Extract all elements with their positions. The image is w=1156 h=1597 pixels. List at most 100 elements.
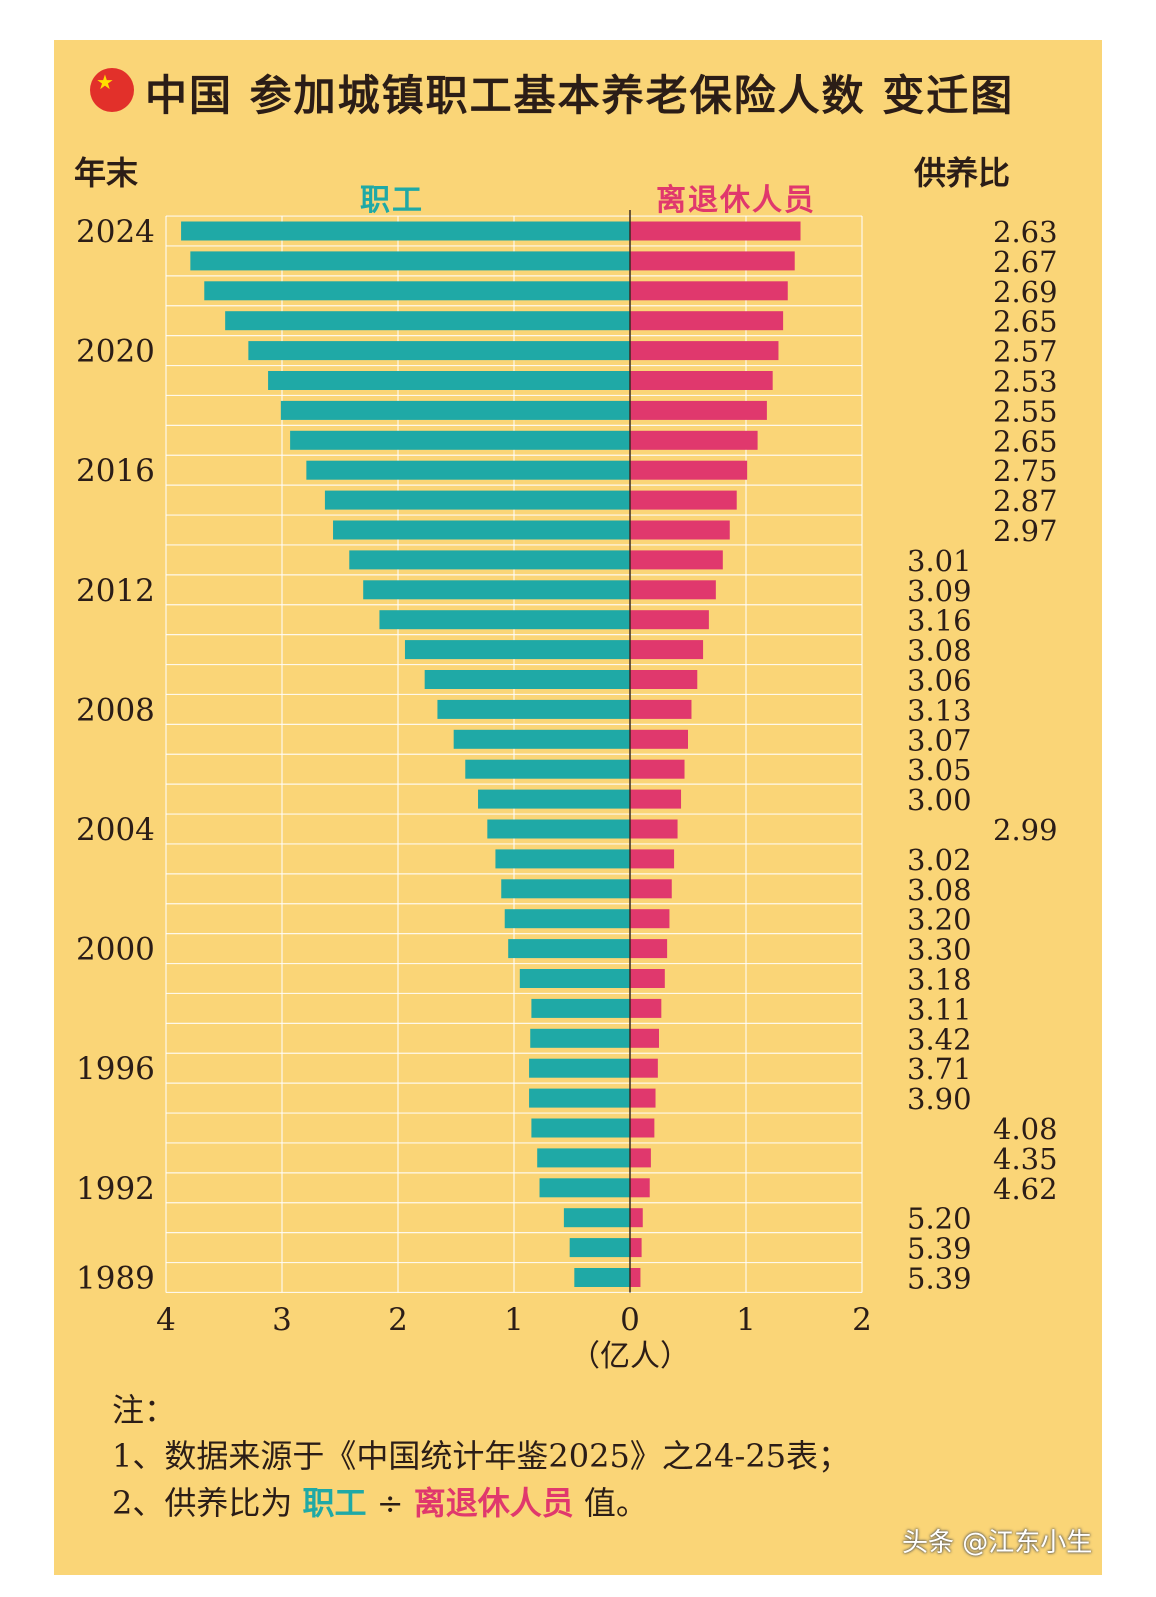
ratio-label-2011: 3.16 [907,604,972,638]
retirees-series-label: 离退休人员 [656,183,816,218]
workers-bar-2003 [495,849,630,869]
workers-bar-2008 [437,699,630,719]
retirees-bar-2013 [630,550,723,570]
workers-bar-2000 [508,939,630,959]
retirees-bar-1997 [630,1028,659,1048]
notes-heading: 注： [112,1391,177,1429]
workers-bar-2009 [424,670,630,689]
retirees-bar-1990 [630,1238,642,1258]
year-tick-label-2024: 2024 [76,214,155,250]
ratio-label-1994: 4.08 [993,1112,1058,1146]
year-tick-label-2020: 2020 [76,334,155,370]
ratio-label-1991: 5.20 [907,1202,972,1236]
ratio-label-2006: 3.05 [907,753,972,787]
year-column-header: 年末 [74,154,139,192]
ratio-label-2018: 2.55 [993,394,1058,428]
year-tick-label-1989: 1989 [76,1261,155,1297]
workers-bar-2005 [478,789,630,809]
retirees-bar-1996 [630,1058,658,1078]
ratio-label-2003: 3.02 [907,843,972,877]
ratio-label-2022: 2.69 [993,275,1058,309]
x-tick-label-left-3: 3 [272,1302,292,1338]
workers-bar-2022 [204,281,630,301]
note-divide-symbol: ÷ [376,1484,404,1522]
retirees-bar-1998 [630,998,662,1018]
ratio-label-1997: 3.42 [907,1022,972,1056]
retirees-bar-2009 [630,670,698,689]
workers-bar-2019 [268,371,630,390]
year-tick-label-1992: 1992 [76,1171,155,1207]
ratio-label-2005: 3.00 [907,783,972,817]
workers-bar-2023 [190,251,631,271]
ratio-label-2012: 3.09 [907,574,972,608]
workers-bar-2013 [349,550,630,570]
workers-bar-2006 [465,759,630,779]
year-tick-label-2000: 2000 [76,932,155,968]
retirees-bar-2005 [630,789,682,809]
x-tick-label-right-0: 0 [620,1302,640,1338]
retirees-bar-2018 [630,400,767,420]
ratio-label-2021: 2.65 [993,305,1058,339]
note-line-2-prefix: 2、供养比为 [112,1484,293,1522]
note-workers-term: 职工 [302,1484,367,1522]
retirees-bar-2003 [630,849,675,869]
ratio-label-2023: 2.67 [993,245,1058,279]
workers-bar-1993 [537,1148,630,1168]
workers-bar-2017 [290,430,630,450]
workers-series-label: 职工 [360,183,424,218]
retirees-bar-2011 [630,610,709,630]
ratio-label-2014: 2.97 [993,514,1058,548]
retirees-bar-2008 [630,699,692,719]
ratio-label-2015: 2.87 [993,484,1058,518]
retirees-bar-2020 [630,341,779,361]
workers-bar-2014 [333,520,630,540]
ratio-label-2007: 3.07 [907,723,972,757]
ratio-label-1992: 4.62 [993,1172,1058,1206]
retirees-bar-2012 [630,580,716,600]
x-axis-unit-label: （亿人） [570,1339,690,1374]
workers-bar-2015 [324,490,630,510]
year-tick-label-2012: 2012 [76,573,155,609]
workers-bar-1997 [530,1028,630,1048]
ratio-label-1990: 5.39 [907,1232,972,1266]
year-tick-label-2016: 2016 [76,453,155,489]
retirees-bar-2024 [630,221,801,241]
year-tick-label-2004: 2004 [76,812,155,848]
ratio-label-2009: 3.06 [907,664,972,698]
retirees-bar-1993 [630,1148,651,1168]
ratio-label-2000: 3.30 [907,933,972,967]
note-retirees-term: 离退休人员 [413,1484,574,1522]
workers-bar-2002 [501,879,630,899]
ratio-label-2010: 3.08 [907,634,972,668]
workers-bar-2018 [280,400,630,420]
workers-bar-2007 [453,729,630,749]
retirees-bar-2023 [630,251,795,271]
workers-bar-1998 [531,998,630,1018]
year-tick-label-2008: 2008 [76,692,155,728]
workers-bar-1994 [531,1118,630,1138]
note-line-1: 1、数据来源于《中国统计年鉴2025》之24-25表； [112,1437,851,1475]
retirees-bar-2022 [630,281,788,301]
ratio-label-2013: 3.01 [907,544,972,578]
retirees-bar-2021 [630,311,784,331]
ratio-label-2002: 3.08 [907,873,972,907]
x-tick-label-left-1: 1 [504,1302,524,1338]
workers-bar-1992 [539,1178,630,1198]
ratio-label-2024: 2.63 [993,215,1058,249]
ratio-label-2019: 2.53 [993,365,1058,399]
chart-title: 中国 参加城镇职工基本养老保险人数 变迁图 [145,71,1015,120]
workers-bar-2021 [225,311,630,331]
retirees-bar-2001 [630,909,670,929]
workers-bar-1999 [519,969,630,988]
retirees-bar-1999 [630,969,665,988]
china-flag-icon: ★ [90,68,134,112]
workers-bar-1989 [574,1268,630,1287]
ratio-label-2001: 3.20 [907,903,972,937]
retirees-bar-2010 [630,640,704,660]
ratio-column-header: 供养比 [914,154,1011,192]
x-tick-label-left-2: 2 [388,1302,408,1338]
retirees-bar-2017 [630,430,758,450]
workers-bar-2024 [181,221,630,241]
ratio-label-1996: 3.71 [907,1052,972,1086]
